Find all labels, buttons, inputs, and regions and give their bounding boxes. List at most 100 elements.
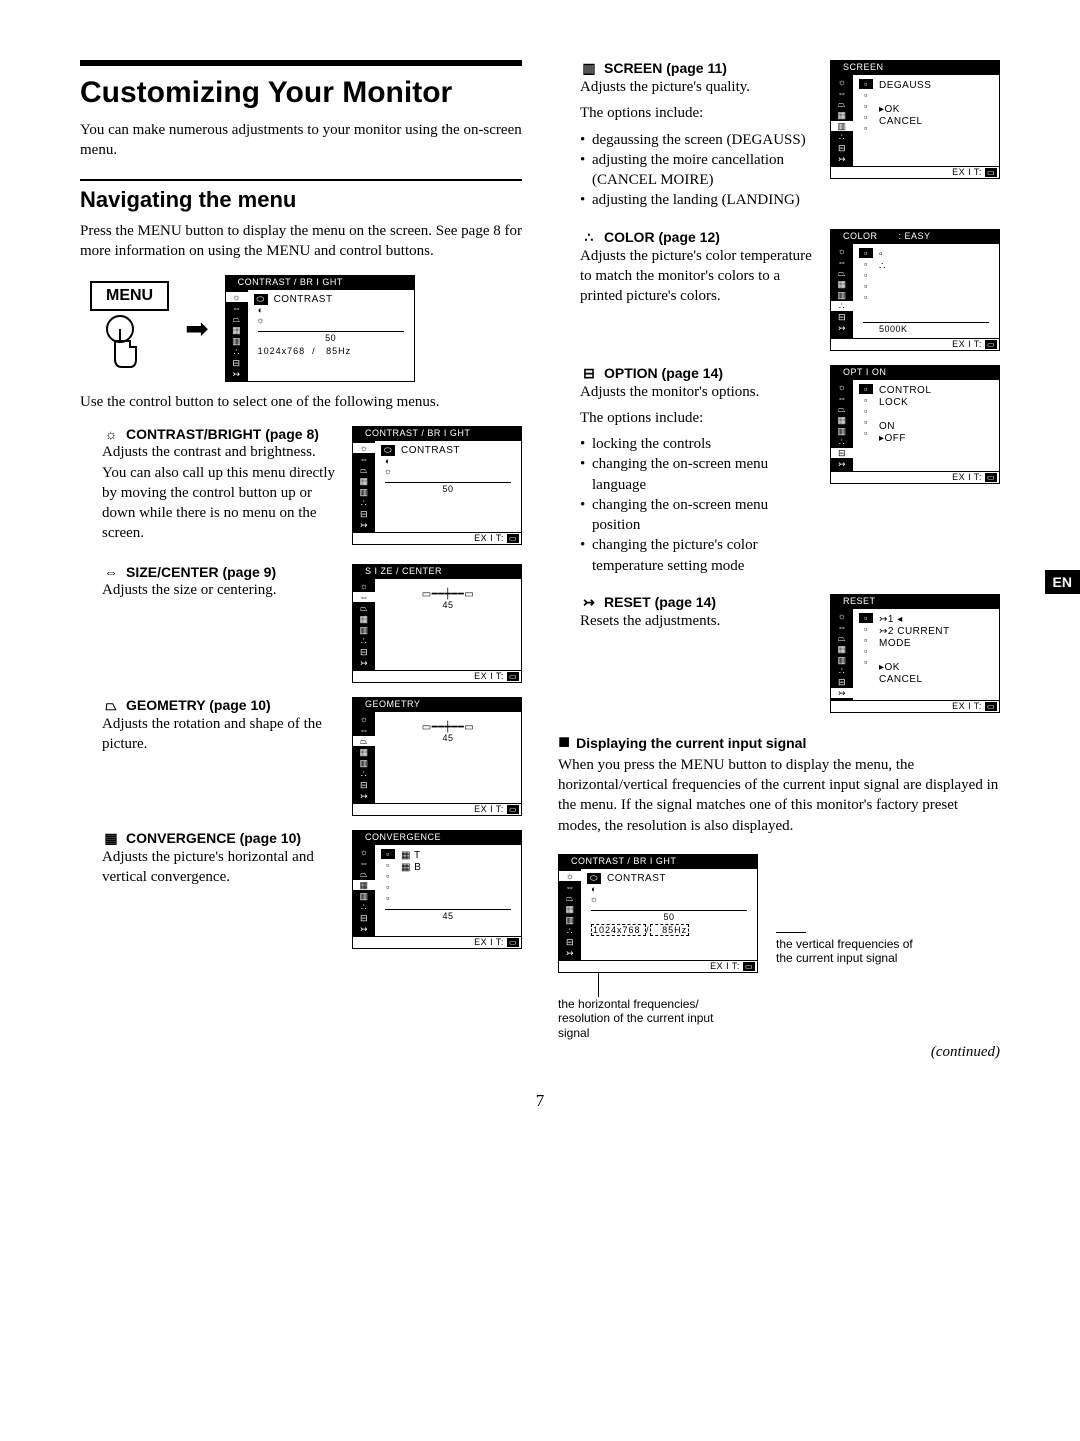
osd-side-icon: ▥ (359, 758, 368, 768)
osd-side-icon: ⏢ (233, 314, 241, 324)
osd-main: ▫▫▫▫▫CONTROLLOCK ON▸OFF (853, 380, 999, 471)
osd-side-icon: ⇔ (837, 88, 847, 98)
osd-side-icon: ⇔ (359, 858, 369, 868)
osd-screen: SCREEN☼⇔⏢▦▥∴⊟↣▫▫▫▫▫DEGAUSS ▸OK CANCELEX … (830, 60, 1000, 179)
osd-footer: EX I T: ▭ (352, 671, 522, 683)
screen-options-list: degaussing the screen (DEGAUSS)adjusting… (580, 130, 818, 211)
osd-side-icon: ▥ (831, 121, 853, 131)
hand-press-icon (90, 311, 150, 371)
osd-side-icon: ↣ (831, 688, 853, 698)
osd-side-icon: ⇔ (837, 622, 847, 632)
section-signal: ■ Displaying the current input signal Wh… (558, 735, 1000, 1040)
geometry-icon: ⏢ (102, 697, 120, 714)
osd-color: COLOR : EASY☼⇔⏢▦▥∴⊟↣▫▫▫▫▫▫∴5000KEX I T: … (830, 229, 1000, 351)
osd-side-icon: ☼ (360, 714, 369, 724)
osd-side-icon: ∴ (361, 769, 367, 779)
osd-row: LOCK (879, 397, 993, 408)
osd-side-icon: ∴ (839, 132, 845, 142)
osd-side-icon: ▦ (359, 476, 368, 486)
osd-side-icon: ↣ (360, 658, 368, 668)
osd-title: GEOMETRY (352, 697, 522, 711)
osd-side-icon: ⊟ (360, 913, 368, 923)
osd-slider: 50 (254, 331, 408, 343)
osd-side-icon: ▥ (359, 487, 368, 497)
osd-side-icon: ↣ (838, 459, 846, 469)
osd-signal: CONTRAST / BR I GHT☼⇔⏢▦▥∴⊟↣⬭◐☼CONTRAST50… (558, 854, 758, 973)
osd-title: RESET (830, 594, 1000, 608)
arrow-right-icon: ➡ (185, 312, 208, 346)
osd-side-icon: ↣ (360, 520, 368, 530)
osd-row: CANCEL (879, 116, 993, 127)
osd-side-icon: ∴ (839, 666, 845, 676)
osd-side-icon: ⇔ (359, 725, 369, 735)
menu-label-box: MENU (90, 281, 169, 311)
title-rule (80, 60, 522, 66)
osd-row: ON (879, 421, 993, 432)
osd-side-icon: ⏢ (353, 736, 375, 746)
osd-side-icon: ∴ (361, 498, 367, 508)
osd-footer: EX I T: ▭ (830, 339, 1000, 351)
intro-paragraph: You can make numerous adjustments to you… (80, 120, 522, 161)
osd-side-icon: ⇔ (565, 882, 575, 892)
osd-main: ▭━━┿━━▭45 (375, 579, 521, 670)
osd-row: ▦ B (401, 862, 515, 873)
osd-row: ▸OFF (879, 433, 993, 444)
osd-option: OPT I ON☼⇔⏢▦▥∴⊟↣▫▫▫▫▫CONTROLLOCK ON▸OFFE… (830, 365, 1000, 484)
osd-side-icon: ▦ (837, 415, 846, 425)
osd-sidebar: ☼⇔⏢▦▥∴⊟↣ (353, 441, 375, 532)
list-item: changing the picture's color temperature… (580, 535, 818, 576)
osd-side-icon: ⊟ (360, 509, 368, 519)
osd-main: ▫▫▫▫▫DEGAUSS ▸OK CANCEL (853, 75, 999, 166)
osd-side-icon: ▦ (359, 614, 368, 624)
osd-row: ▸OK (879, 104, 993, 115)
osd-row: ↣2 CURRENT (879, 626, 993, 637)
osd-sidebar: ☼⇔⏢▦▥∴⊟↣ (353, 845, 375, 936)
list-item: changing the on-screen menu position (580, 495, 818, 536)
osd-title: CONTRAST / BR I GHT (558, 854, 758, 868)
osd-row: DEGAUSS (879, 80, 993, 91)
osd-side-icon: ∴ (831, 301, 853, 311)
nav-paragraph-2: Use the control button to select one of … (80, 392, 522, 412)
page-number: 7 (80, 1091, 1000, 1111)
osd-title: OPT I ON (830, 365, 1000, 379)
screen-icon: ▥ (580, 60, 598, 77)
osd-contrast: CONTRAST / BR I GHT☼⇔⏢▦▥∴⊟↣⬭◐☼CONTRAST50… (352, 426, 522, 545)
osd-label: CONTRAST (274, 294, 408, 305)
osd-info-line: 1024x768 / 85Hz (587, 924, 751, 936)
osd-side-icon: ⊟ (360, 780, 368, 790)
nav-heading: Navigating the menu (80, 179, 522, 213)
osd-footer: EX I T: ▭ (352, 937, 522, 949)
osd-side-icon: ☼ (838, 382, 847, 392)
osd-row: CONTROL (879, 385, 993, 396)
osd-row: ↣1 ◂ (879, 614, 993, 625)
callout-horizontal: the horizontal frequencies/ resolution o… (558, 997, 718, 1040)
osd-side-icon: ∴ (233, 347, 239, 357)
section-geometry: ⏢ GEOMETRY (page 10) Adjusts the rotatio… (80, 697, 522, 816)
osd-row: ▸OK (879, 662, 993, 673)
list-item: changing the on-screen menu language (580, 454, 818, 495)
osd-title: S I ZE / CENTER (352, 564, 522, 578)
sun-icon: ☼ (102, 426, 120, 442)
osd-main: ▭━━┿━━▭45 (375, 712, 521, 803)
osd-side-icon: ☼ (226, 292, 248, 302)
osd-side-icon: ∴ (839, 437, 845, 447)
osd-row: ▦ T (401, 850, 515, 861)
osd-title: CONTRAST / BR I GHT (225, 275, 415, 289)
nav-paragraph-1: Press the MENU button to display the men… (80, 221, 522, 262)
osd-row: ∴ (879, 261, 993, 272)
callout-vertical: the vertical frequencies of the current … (776, 937, 916, 966)
osd-side-icon: ⇔ (232, 303, 242, 313)
osd-side-icon: ☼ (838, 611, 847, 621)
osd-side-icon: ▥ (837, 426, 846, 436)
osd-side-icon: ⏢ (838, 99, 846, 109)
color-icon: ∴ (580, 229, 598, 246)
section-reset: ↣ RESET (page 14) Resets the adjustments… (558, 594, 1000, 713)
osd-side-icon: ∴ (361, 902, 367, 912)
osd-side-icon: ⊟ (566, 937, 574, 947)
osd-row: MODE (879, 638, 993, 649)
osd-side-icon: ▦ (837, 279, 846, 289)
osd-side-icon: ☼ (360, 581, 369, 591)
osd-side-icon: ⇔ (837, 393, 847, 403)
size-body: Adjusts the size or centering. (102, 580, 340, 600)
square-bullet-icon: ■ (558, 735, 570, 749)
